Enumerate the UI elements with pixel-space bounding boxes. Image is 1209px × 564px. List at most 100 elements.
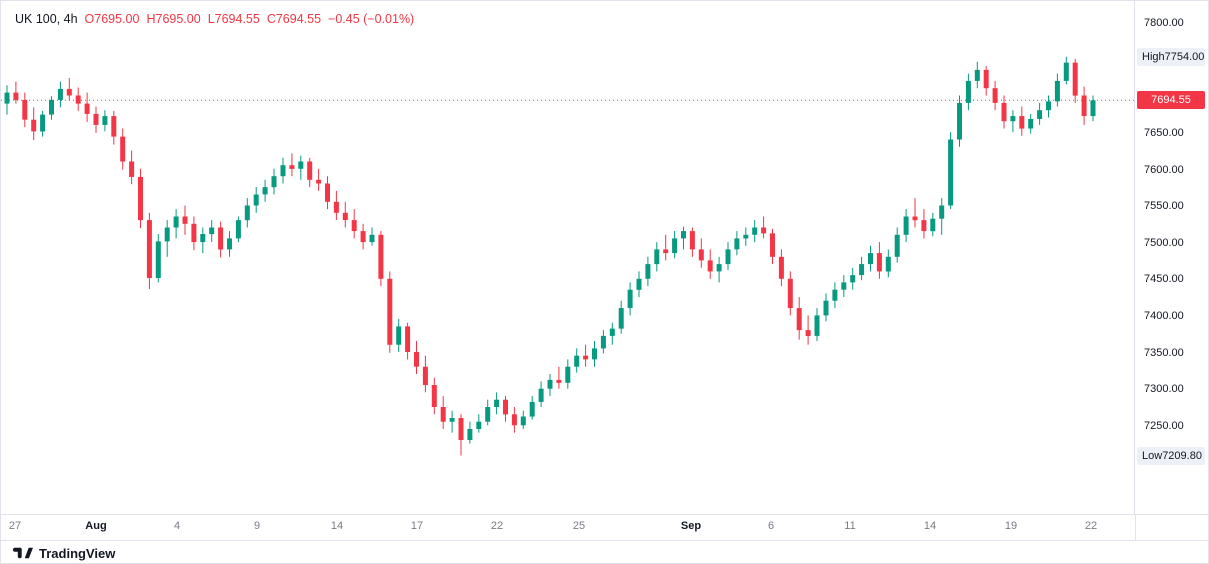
candle [467, 421, 473, 444]
candle [663, 234, 669, 261]
candle [930, 212, 936, 237]
candle [574, 348, 580, 373]
tradingview-logo[interactable]: TradingView [13, 546, 115, 561]
candle [458, 414, 464, 456]
candle [1090, 95, 1096, 122]
candle [1054, 73, 1060, 107]
candle [4, 85, 10, 115]
candle [725, 242, 731, 270]
candle [841, 275, 847, 298]
candle [325, 176, 330, 210]
candle [182, 205, 188, 235]
low-price-marker: Low 7209.80 [1137, 446, 1205, 465]
candle [84, 92, 90, 122]
candle [66, 78, 72, 100]
candle [396, 319, 402, 352]
candle [707, 249, 713, 279]
time-axis-label: 14 [330, 520, 344, 532]
candle [752, 220, 758, 243]
candle [681, 226, 686, 250]
time-axis-label: 6 [767, 520, 775, 532]
high-marker-value: 7754.00 [1164, 50, 1205, 63]
time-axis-label: Aug [85, 520, 107, 532]
candle [645, 256, 651, 287]
time-axis[interactable]: 27 Aug 4 9 14 17 22 25 Sep 6 11 14 19 22 [1, 514, 1208, 540]
candle [476, 414, 482, 433]
time-axis-label: 11 [844, 520, 856, 532]
candle [965, 73, 971, 111]
candle [244, 198, 250, 228]
candle [957, 95, 962, 147]
candle [494, 392, 500, 415]
time-axis-label: 4 [173, 520, 181, 532]
candle [850, 267, 856, 290]
time-axis-label: 19 [1004, 520, 1018, 532]
time-axis-label: Sep [680, 520, 702, 532]
candle [422, 355, 428, 393]
high-price-marker: High 7754.00 [1137, 47, 1205, 66]
tradingview-wordmark: TradingView [39, 545, 116, 561]
candle [1046, 95, 1051, 118]
candle [1072, 58, 1078, 103]
change-value: −0.45 (−0.01%) [328, 12, 415, 26]
candle [885, 249, 891, 278]
candle [1063, 56, 1069, 85]
candle [547, 374, 553, 396]
candle [859, 256, 865, 281]
candle [778, 249, 784, 287]
candle [351, 209, 357, 239]
time-axis-label: 22 [490, 520, 504, 532]
high-marker-label: High [1142, 50, 1165, 63]
candle [209, 220, 215, 243]
candle [129, 150, 135, 185]
candle [378, 231, 384, 287]
candle [307, 157, 313, 188]
price-axis-label: 7350.00 [1144, 346, 1184, 359]
candle [1081, 86, 1087, 125]
candle [556, 366, 562, 389]
candle [227, 231, 232, 257]
time-axis-label: 27 [8, 520, 22, 532]
candle [796, 297, 802, 340]
price-axis-label: 7800.00 [1144, 16, 1184, 29]
candle [743, 227, 749, 246]
candle [921, 209, 927, 239]
candle [609, 322, 615, 345]
candle [333, 190, 339, 221]
candle [289, 153, 295, 177]
candle [387, 271, 393, 353]
price-axis-label: 7600.00 [1144, 163, 1184, 176]
candle [787, 271, 793, 316]
candle [316, 168, 322, 191]
last-price-value: 7694.55 [1151, 94, 1191, 107]
close-value: C7694.55 [266, 12, 322, 26]
candle [636, 271, 642, 298]
candle [538, 381, 544, 407]
candle [654, 242, 660, 272]
low-marker-label: Low [1142, 449, 1163, 462]
candle [503, 396, 508, 422]
candle [57, 81, 63, 108]
chart-pane[interactable]: UK 100, 4h O7695.00 H7695.00 L7694.55 C7… [1, 1, 1136, 514]
price-axis-label: 7300.00 [1144, 383, 1184, 396]
candle [75, 87, 81, 111]
candle [155, 234, 161, 283]
candle [939, 198, 945, 235]
price-axis[interactable]: High 7754.00 Low 7209.80 7694.55 7800.00… [1134, 1, 1208, 514]
symbol-title[interactable]: UK 100, 4h [15, 12, 78, 26]
candle [618, 300, 624, 334]
time-axis-label: 22 [1084, 520, 1098, 532]
high-value: H7695.00 [146, 12, 201, 26]
time-axis-label: 17 [410, 520, 424, 532]
candle [485, 399, 491, 426]
candle [903, 209, 909, 243]
candle [592, 341, 597, 367]
candle [164, 220, 170, 257]
low-marker-value: 7209.80 [1162, 449, 1202, 462]
time-axis-label: 25 [572, 520, 586, 532]
candle [138, 168, 143, 229]
price-axis-label: 7650.00 [1144, 126, 1184, 139]
candle [360, 223, 366, 250]
candle [280, 157, 286, 184]
last-price-badge: 7694.55 [1137, 91, 1205, 110]
